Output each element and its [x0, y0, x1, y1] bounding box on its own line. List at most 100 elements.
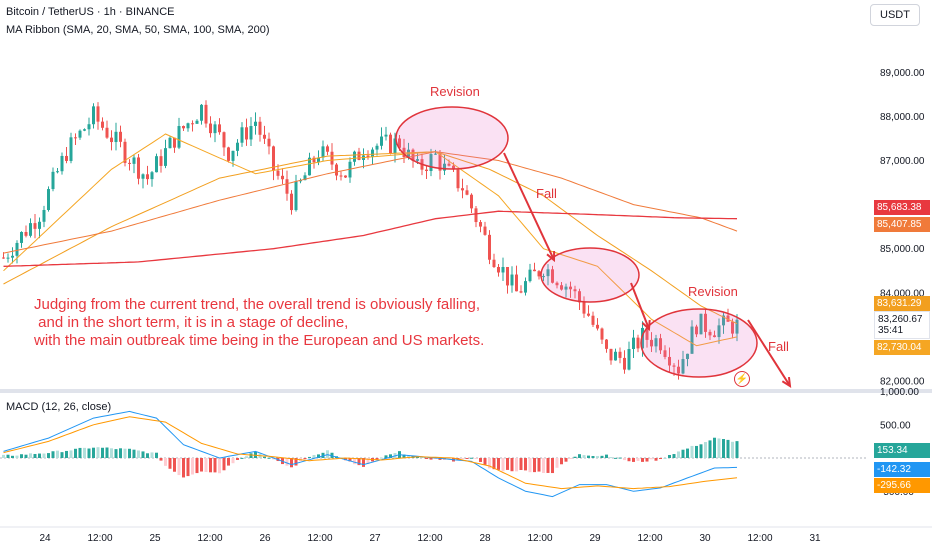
analysis-line-3: with the main outbreak time being in the…	[34, 332, 485, 349]
macd-hist-bar-neg	[515, 458, 518, 472]
time-axis-tick: 12:00	[307, 533, 332, 544]
candle-body-up	[348, 161, 352, 178]
price-axis-tick: 82,000.00	[880, 377, 925, 388]
time-axis-tick: 27	[369, 533, 381, 544]
candle-body-up	[317, 157, 320, 163]
macd-hist-bar-pos	[668, 454, 671, 458]
candle-countdown: 35:41	[878, 325, 904, 336]
macd-line-signal	[3, 416, 738, 490]
candle-body-up	[69, 137, 73, 161]
candle-body-up	[353, 151, 356, 162]
candle-body-up	[177, 126, 181, 148]
macd-hist-bar-neg	[213, 458, 217, 473]
macd-hist-bar-pos	[150, 452, 154, 458]
candle-body-down	[402, 147, 406, 157]
candle-body-up	[249, 125, 253, 140]
candle-body-down	[591, 315, 595, 325]
candle-body-up	[213, 124, 217, 134]
candle-body-down	[578, 291, 581, 303]
candle-body-up	[92, 106, 95, 125]
candle-body-down	[618, 351, 622, 358]
candle-body-down	[708, 331, 712, 336]
candle-body-up	[681, 359, 685, 374]
macd-hist-bar-neg	[200, 458, 203, 472]
macd-hist-bar-pos	[330, 452, 334, 458]
macd-hist-bar-neg	[348, 458, 352, 462]
candle-body-down	[2, 257, 5, 259]
candle-body-up	[56, 171, 59, 173]
candle-body-up	[29, 223, 32, 236]
candle-body-up	[380, 136, 383, 146]
price-axis-tick: 84,000.00	[880, 288, 925, 299]
macd-hist-bar-pos	[582, 455, 586, 458]
macd-hist-bar-pos	[407, 455, 410, 458]
candle-body-down	[128, 162, 131, 164]
macd-hist-bar-pos	[326, 450, 329, 458]
ma-line-sma-100	[3, 151, 738, 254]
macd-axis-tick: 1,000.00	[880, 387, 919, 398]
macd-hist-bar-pos	[308, 456, 311, 458]
candle-body-down	[488, 234, 491, 260]
candle-body-down	[677, 366, 680, 374]
macd-hist-bar-neg	[569, 458, 572, 459]
candle-body-up	[60, 155, 64, 172]
candle-body-up	[654, 338, 658, 347]
candle-body-down	[263, 134, 266, 139]
macd-title: MACD (12, 26, close)	[6, 401, 112, 413]
candle-body-up	[722, 315, 725, 326]
candle-body-down	[182, 126, 185, 129]
macd-hist-bar-pos	[101, 447, 104, 458]
candle-body-up	[434, 153, 437, 155]
macd-hist-bar-pos	[726, 439, 730, 458]
candle-body-down	[222, 132, 226, 148]
last-price-value: 83,260.67	[878, 314, 923, 325]
time-axis-tick: 30	[699, 533, 711, 544]
candle-body-down	[65, 155, 68, 161]
candle-body-up	[564, 286, 568, 290]
candle-body-up	[416, 159, 419, 161]
candle-body-up	[164, 148, 167, 166]
macd-hist-bar-neg	[236, 458, 239, 460]
macd-hist-bar-neg	[290, 458, 293, 468]
candle-body-up	[15, 242, 19, 256]
macd-hist-bar-pos	[38, 453, 41, 458]
macd-hist-bar-neg	[353, 458, 356, 465]
macd-hist-bar-pos	[609, 457, 613, 459]
macd-hist-bar-neg	[177, 458, 181, 476]
macd-hist-bar-neg	[555, 458, 559, 468]
macd-hist-label: 153.34	[874, 443, 930, 458]
macd-hist-bar-neg	[483, 458, 487, 465]
macd-hist-bar-pos	[731, 441, 734, 458]
candle-body-up	[321, 146, 325, 158]
candle-body-up	[303, 175, 307, 181]
candle-body-up	[641, 327, 644, 349]
macd-hist-bar-neg	[231, 458, 235, 464]
price-label-ma50: 83,631.29	[874, 296, 930, 311]
macd-hist-bar-neg	[366, 458, 370, 465]
macd-hist-bar-neg	[533, 458, 536, 473]
candle-body-up	[42, 209, 46, 222]
macd-hist-bar-pos	[74, 448, 77, 458]
candle-body-up	[141, 174, 145, 179]
currency-button[interactable]: USDT	[870, 4, 920, 26]
candle-body-down	[204, 104, 208, 124]
candle-body-down	[447, 163, 451, 166]
ma-line-sma-50	[3, 151, 738, 325]
candle-body-down	[519, 291, 523, 293]
macd-hist-bar-neg	[195, 458, 199, 474]
lightning-icon[interactable]: ⚡	[734, 371, 750, 387]
macd-hist-bar-pos	[56, 450, 59, 458]
macd-hist-bar-neg	[429, 458, 433, 460]
candle-body-down	[569, 286, 572, 290]
time-axis-tick: 12:00	[527, 533, 552, 544]
candle-body-down	[398, 138, 401, 148]
macd-hist-bar-pos	[110, 448, 113, 458]
macd-hist-bar-neg	[636, 458, 640, 461]
candle-body-down	[110, 137, 113, 143]
symbol-title: Bitcoin / TetherUS · 1h · BINANCE	[6, 6, 175, 18]
candle-body-up	[699, 313, 703, 335]
macd-hist-bar-pos	[11, 455, 14, 458]
candle-body-down	[609, 348, 613, 361]
candle-body-down	[537, 271, 541, 277]
